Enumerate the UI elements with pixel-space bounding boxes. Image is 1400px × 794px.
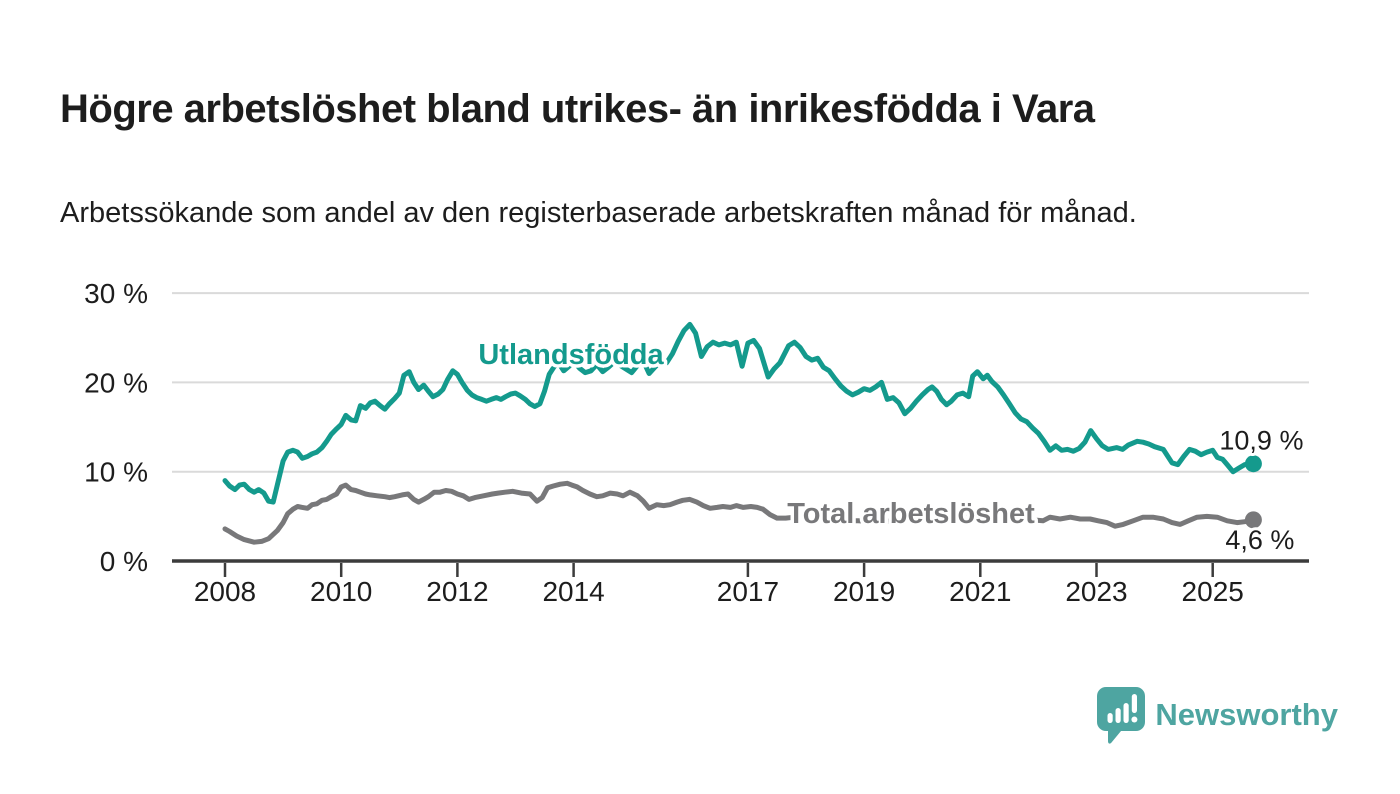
newsworthy-brand: Newsworthy (1096, 686, 1338, 744)
bar-2 (1115, 708, 1122, 723)
series-label-total: Total arbetslöshet (787, 498, 1035, 530)
series-dot-0 (1244, 455, 1262, 473)
exclamation-bar (1132, 694, 1138, 713)
speech-bubble-shape (1097, 687, 1146, 744)
y-tick-label: 30 % (84, 278, 148, 309)
brand-name: Newsworthy (1155, 697, 1338, 732)
series-line-0 (222, 321, 1256, 505)
y-tick-label: 10 % (84, 457, 148, 488)
end-value-label-foreign-born: 10,9 % (1219, 426, 1303, 456)
end-value-label-total: 4,6 % (1225, 525, 1294, 555)
x-tick-label: 2010 (310, 576, 372, 607)
x-tick-label: 2008 (194, 576, 256, 607)
x-axis-ticks (223, 563, 1214, 577)
x-axis-labels: 2008 2010 2012 2014 2017 2019 2021 2023 2025 (194, 576, 1244, 607)
y-axis-labels: 30 % 20 % 10 % 0 % (84, 278, 148, 577)
y-tick-label: 20 % (84, 367, 148, 398)
page-title: Högre arbetslöshet bland utrikes- än inr… (60, 86, 1095, 131)
x-tick-label: 2025 (1182, 576, 1244, 607)
x-tick-label: 2023 (1065, 576, 1127, 607)
x-tick-label: 2014 (542, 576, 604, 607)
series-label-foreign-born: Utlandsfödda (478, 339, 664, 371)
x-tick-label: 2017 (717, 576, 779, 607)
x-tick-label: 2021 (949, 576, 1011, 607)
bar-1 (1107, 713, 1114, 723)
x-tick-label: 2019 (833, 576, 895, 607)
y-tick-label: 0 % (100, 546, 148, 577)
newsworthy-logo-icon (1097, 687, 1146, 744)
gridlines (172, 292, 1309, 563)
x-tick-label: 2012 (426, 576, 488, 607)
series-line-1 (222, 480, 1256, 545)
page-subtitle: Arbetssökande som andel av den registerb… (60, 197, 1137, 229)
exclamation-dot (1131, 716, 1138, 723)
series-dot-1 (1244, 511, 1262, 529)
bar-3 (1123, 703, 1130, 723)
